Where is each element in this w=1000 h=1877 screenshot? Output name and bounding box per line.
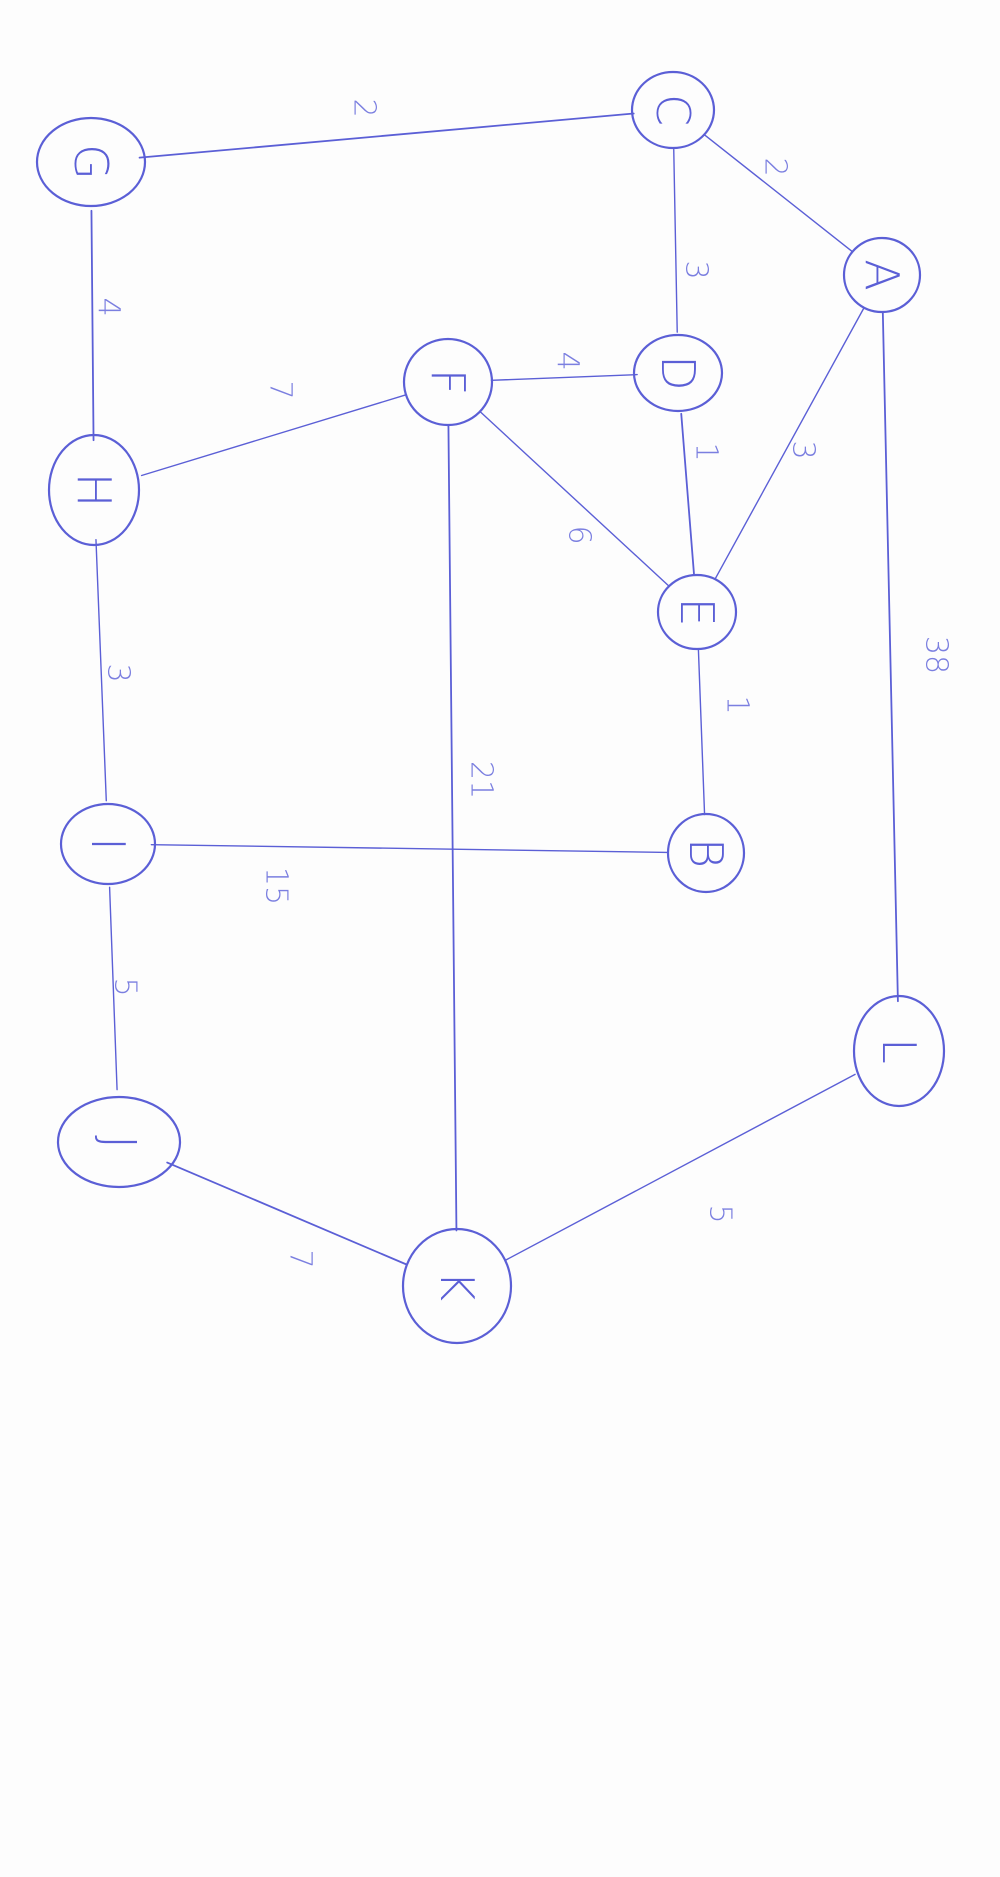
node-label-f: F bbox=[421, 369, 475, 395]
node-b: B bbox=[666, 812, 746, 894]
edge-weight-a-l: 38 bbox=[919, 636, 954, 674]
node-d: D bbox=[632, 333, 724, 413]
node-circle-e bbox=[656, 573, 738, 651]
edge-weight-j-k: 7 bbox=[283, 1249, 318, 1268]
edge-a-e bbox=[714, 307, 865, 580]
node-i: I bbox=[59, 802, 157, 886]
edge-weight-f-e: 6 bbox=[562, 525, 597, 544]
node-label-g: G bbox=[64, 144, 118, 180]
edge-g-c bbox=[138, 112, 635, 159]
edge-j-k bbox=[166, 1161, 407, 1266]
edge-c-d bbox=[673, 148, 678, 333]
node-label-i: I bbox=[81, 837, 135, 851]
node-j: J bbox=[56, 1095, 182, 1189]
node-label-d: D bbox=[651, 355, 705, 390]
node-c: C bbox=[630, 70, 716, 150]
node-label-h: H bbox=[67, 473, 121, 508]
node-h: H bbox=[47, 433, 141, 547]
edge-c-a bbox=[703, 133, 854, 253]
edge-weight-h-f: 7 bbox=[263, 380, 298, 399]
edge-weight-d-e: 1 bbox=[689, 442, 724, 461]
edge-weight-c-a: 2 bbox=[758, 157, 793, 176]
edge-weight-k-l: 5 bbox=[703, 1204, 738, 1223]
edge-weight-f-d: 4 bbox=[550, 351, 585, 370]
node-circle-a bbox=[842, 236, 922, 314]
node-label-b: B bbox=[679, 838, 733, 868]
node-circle-d bbox=[632, 333, 724, 413]
edge-weight-g-c: 2 bbox=[347, 98, 382, 117]
edge-weight-i-b: 15 bbox=[259, 867, 294, 905]
edge-k-l bbox=[505, 1073, 856, 1261]
edge-a-l bbox=[881, 311, 899, 1003]
node-circle-g bbox=[35, 116, 147, 208]
node-label-e: E bbox=[670, 597, 724, 626]
node-e: E bbox=[656, 573, 738, 651]
edge-f-d bbox=[490, 373, 638, 381]
node-label-j: J bbox=[92, 1135, 146, 1149]
node-circle-f bbox=[402, 337, 494, 427]
edge-f-k bbox=[447, 424, 458, 1232]
node-label-k: K bbox=[430, 1271, 484, 1301]
edge-weight-a-e: 3 bbox=[786, 440, 821, 459]
edge-weight-g-h: 4 bbox=[91, 297, 126, 316]
edge-weight-f-k: 21 bbox=[464, 761, 499, 799]
edge-i-b bbox=[150, 843, 669, 854]
edge-weight-i-j: 5 bbox=[108, 977, 143, 996]
node-g: G bbox=[35, 116, 147, 208]
edge-f-e bbox=[479, 410, 670, 587]
weights-layer: 2 2 3 4 4 7 1 3 6 38 3 1 21 15 5 7 5 bbox=[91, 98, 954, 1268]
edge-weight-c-d: 3 bbox=[679, 260, 714, 279]
node-label-a: A bbox=[855, 259, 909, 290]
edges-layer bbox=[90, 112, 899, 1266]
edge-h-i bbox=[95, 539, 107, 802]
node-circle-k bbox=[401, 1227, 513, 1345]
node-l: L bbox=[852, 994, 946, 1108]
node-label-l: L bbox=[872, 1038, 926, 1064]
node-label-c: C bbox=[646, 94, 700, 126]
node-circle-h bbox=[47, 433, 141, 547]
edge-weight-e-b: 1 bbox=[720, 695, 755, 714]
node-circle-i bbox=[59, 802, 157, 886]
edge-g-h bbox=[90, 209, 95, 442]
nodes-layer: A B C D E F G H I J K L bbox=[35, 70, 946, 1345]
node-a: A bbox=[842, 236, 922, 314]
edge-h-f bbox=[140, 393, 408, 477]
node-k: K bbox=[401, 1227, 513, 1345]
node-f: F bbox=[402, 337, 494, 427]
edge-d-e bbox=[680, 412, 695, 576]
node-circle-b bbox=[666, 812, 746, 894]
node-circle-c bbox=[630, 70, 716, 150]
edge-e-b bbox=[697, 649, 706, 816]
node-circle-j bbox=[56, 1095, 182, 1189]
edge-i-j bbox=[108, 886, 118, 1091]
edge-weight-h-i: 3 bbox=[101, 663, 136, 682]
node-circle-l bbox=[852, 994, 946, 1108]
